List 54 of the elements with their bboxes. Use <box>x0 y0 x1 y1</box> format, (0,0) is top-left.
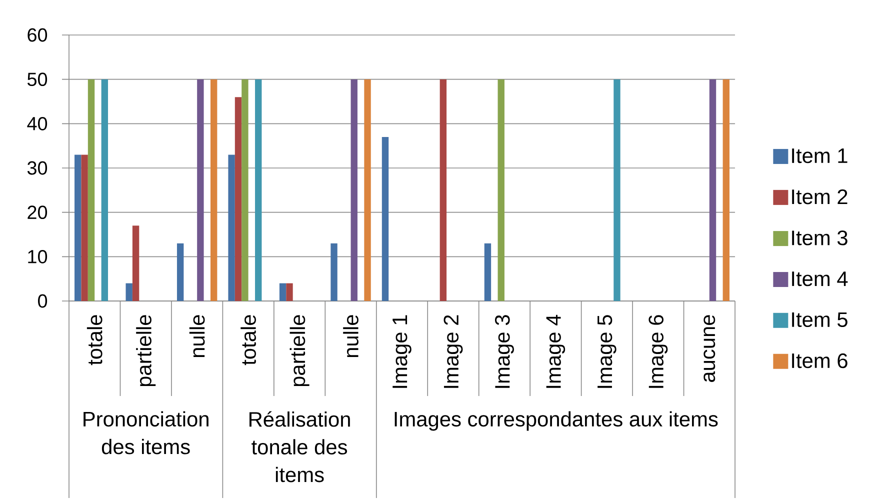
bar <box>242 79 248 301</box>
bar <box>101 79 108 301</box>
legend-label: Item 5 <box>792 312 848 328</box>
bar <box>88 79 95 301</box>
bar <box>614 79 620 301</box>
y-tick-label: 50 <box>27 72 48 86</box>
bar <box>364 79 371 301</box>
bar <box>286 283 293 301</box>
bar <box>709 79 716 301</box>
x-tick-label: totale <box>86 315 102 366</box>
bar <box>382 136 389 301</box>
x-tick-label: totale <box>240 315 256 366</box>
y-tick-label: 30 <box>27 161 48 175</box>
x-tick-label: Image 3 <box>494 315 514 388</box>
text: Images correspondantes aux items <box>394 411 718 431</box>
bar <box>484 243 492 301</box>
x-tick-label: Image 4 <box>546 314 566 388</box>
bar <box>176 243 184 301</box>
bar <box>126 283 132 301</box>
bar <box>722 79 730 301</box>
bar <box>279 283 286 301</box>
legend-label: Item 6 <box>792 353 848 368</box>
bar <box>228 154 235 301</box>
x-tick-label: nulle <box>189 315 205 358</box>
x-tick-label: partielle <box>136 315 156 386</box>
bar <box>330 243 338 301</box>
x-tick-label: Image 6 <box>648 315 668 388</box>
legend-label: Item 2 <box>792 189 848 204</box>
bar <box>210 79 218 301</box>
bar <box>132 226 140 301</box>
y-tick-label: 0 <box>38 294 48 308</box>
x-tick-label: Image 2 <box>444 315 463 388</box>
legend-label: Item 3 <box>792 230 848 246</box>
x-tick-label: aucune <box>704 315 716 382</box>
y-tick-label: 20 <box>28 206 48 220</box>
text: Prononciation des items <box>84 411 208 454</box>
y-tick-label: 40 <box>27 116 48 130</box>
bar <box>350 79 358 301</box>
bar <box>81 154 88 301</box>
x-tick-label: nulle <box>343 315 358 358</box>
x-tick-label: Image 1 <box>392 315 412 388</box>
bar <box>440 79 447 301</box>
x-tick-label: partielle <box>290 315 310 386</box>
bar <box>234 97 242 301</box>
y-tick-label: 10 <box>28 250 48 264</box>
bar <box>197 79 204 301</box>
bar <box>255 79 262 301</box>
text: Réalisation tonale des items <box>250 411 350 482</box>
y-tick-label: 60 <box>28 28 48 42</box>
bar <box>74 154 82 301</box>
bar <box>498 79 504 301</box>
legend-label: Item 4 <box>792 272 848 286</box>
x-tick-label: Image 5 <box>598 315 616 388</box>
legend-label: Item 1 <box>792 148 848 164</box>
